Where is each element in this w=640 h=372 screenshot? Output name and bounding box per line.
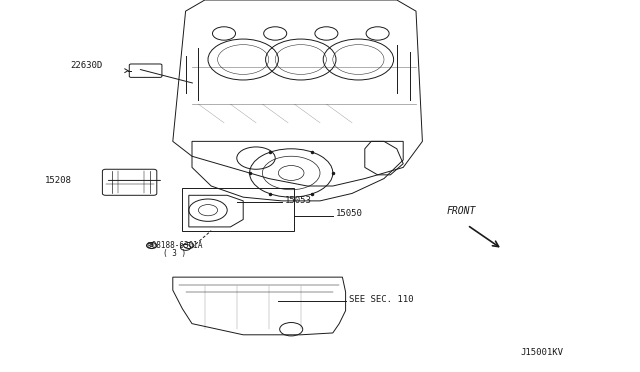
Text: 15050: 15050: [336, 209, 363, 218]
Text: FRONT: FRONT: [446, 206, 476, 216]
Text: J15001KV: J15001KV: [520, 348, 563, 357]
Text: B: B: [150, 243, 154, 248]
Text: 15208: 15208: [45, 176, 72, 185]
Text: 15053: 15053: [285, 196, 312, 205]
Bar: [182, 188, 294, 231]
Text: ®08188-6301A: ®08188-6301A: [147, 241, 203, 250]
Text: ( 3 ): ( 3 ): [163, 249, 186, 258]
Text: SEE SEC. 110: SEE SEC. 110: [349, 295, 413, 304]
Text: 22630D: 22630D: [70, 61, 102, 70]
